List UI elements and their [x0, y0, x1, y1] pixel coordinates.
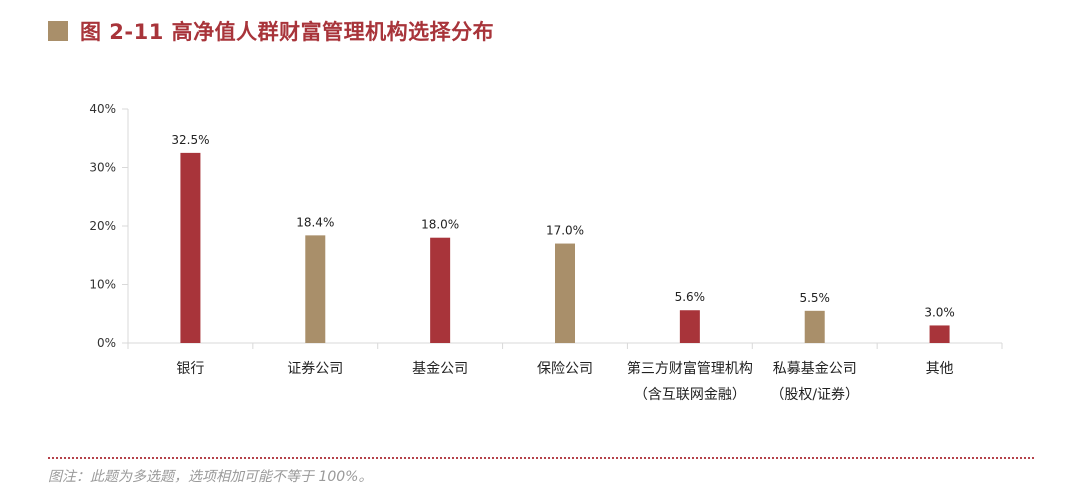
x-tick-label: （含互联网金融）	[634, 387, 746, 403]
y-tick-label: 10%	[89, 278, 116, 292]
x-tick-label: （股权/证券）	[770, 387, 859, 403]
data-label: 32.5%	[171, 133, 209, 147]
bar	[305, 235, 326, 343]
bar	[430, 237, 451, 343]
data-label: 18.4%	[296, 215, 334, 229]
title-square-icon	[48, 21, 68, 41]
y-tick-label: 30%	[89, 161, 116, 175]
x-tick-label: 证券公司	[287, 361, 343, 377]
x-tick-label: 私募基金公司	[773, 360, 857, 377]
data-label: 5.5%	[799, 291, 830, 305]
chart-note: 图注：此题为多选题，选项相加可能不等于 100%。	[48, 469, 373, 485]
y-tick-label: 20%	[89, 219, 116, 233]
data-label: 18.0%	[421, 218, 459, 232]
x-tick-label: 基金公司	[412, 360, 468, 377]
bar	[679, 310, 700, 343]
data-label: 3.0%	[924, 305, 955, 319]
bar	[929, 325, 950, 343]
chart-title-block: 图 2-11 高净值人群财富管理机构选择分布	[48, 16, 494, 46]
x-tick-label: 保险公司	[537, 361, 593, 377]
y-tick-label: 0%	[97, 336, 116, 350]
y-tick-label: 40%	[89, 102, 116, 116]
data-label: 5.6%	[675, 290, 706, 304]
x-tick-label: 其他	[926, 361, 954, 377]
bar	[804, 310, 825, 343]
bar	[555, 243, 575, 343]
bar	[180, 152, 201, 343]
dotted-divider	[48, 457, 1034, 459]
data-label: 17.0%	[546, 224, 584, 238]
x-tick-label: 第三方财富管理机构	[627, 360, 753, 377]
chart-title: 图 2-11 高净值人群财富管理机构选择分布	[80, 20, 495, 44]
x-tick-label: 银行	[176, 361, 204, 377]
